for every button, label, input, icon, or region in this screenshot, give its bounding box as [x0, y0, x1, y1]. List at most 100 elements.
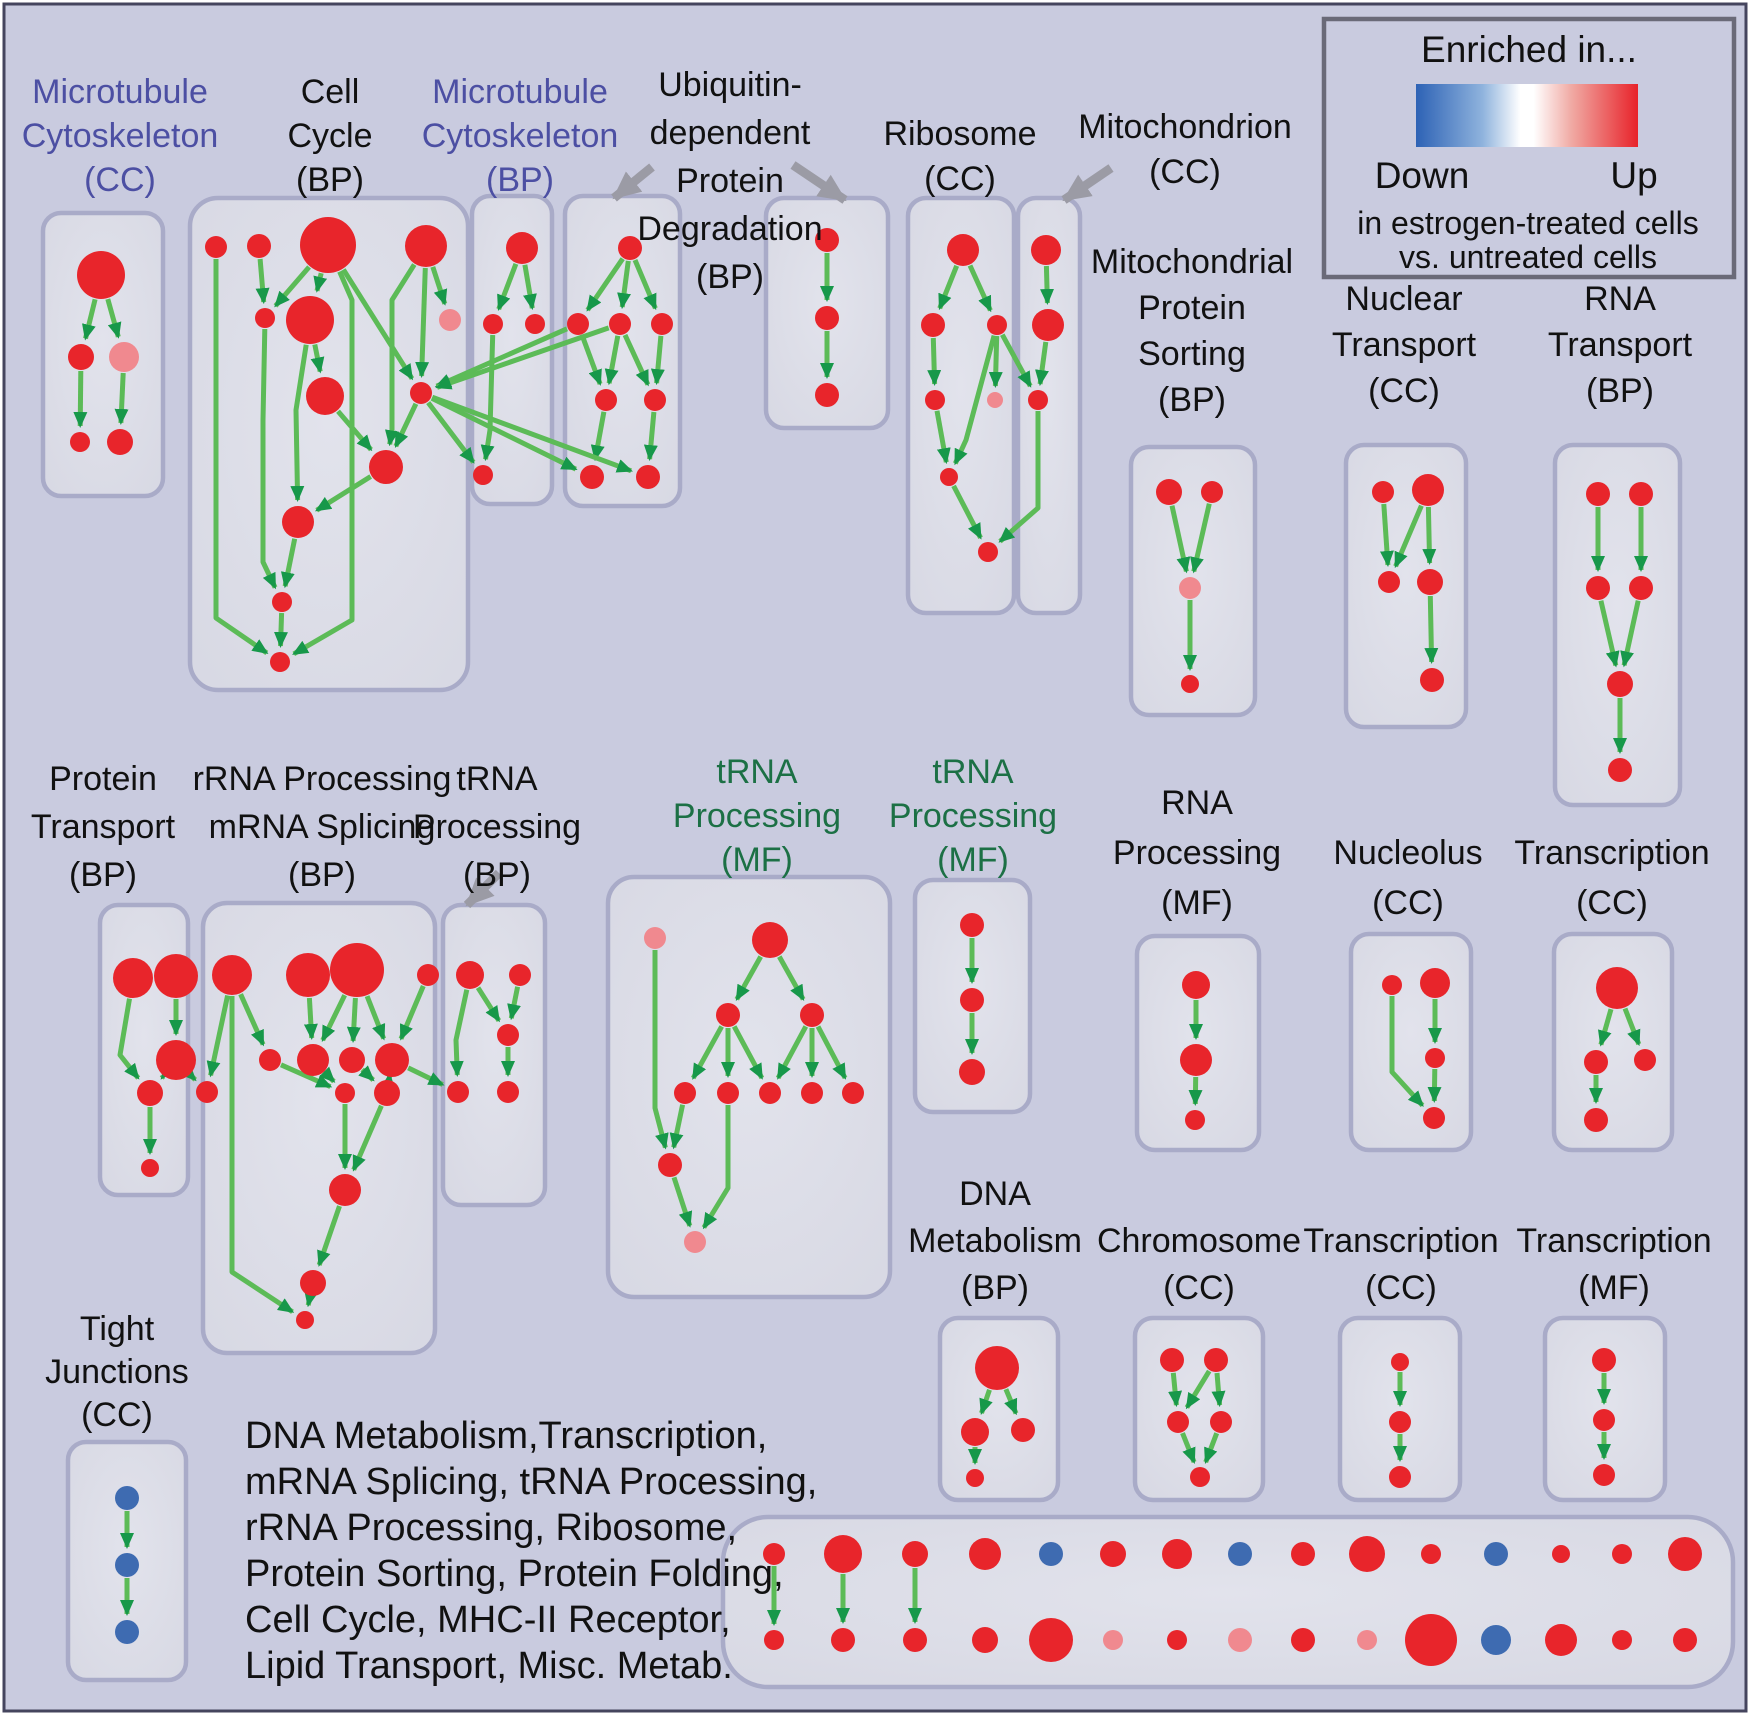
- trna-processing-bp-edge: [507, 986, 521, 1021]
- ubiquitin-degradation-bp-main-node-5: [644, 389, 666, 411]
- cell-cycle-bp-node-7: [410, 382, 432, 404]
- cell-cycle-bp-edge: [313, 272, 328, 293]
- rna-transport-bp-label: (BP): [1586, 372, 1654, 410]
- transcription-cc-upper-node-1: [1584, 1050, 1608, 1074]
- nuclear-transport-cc-edge: [1393, 504, 1424, 569]
- chromosome-cc-edge: [1203, 1432, 1220, 1464]
- nuclear-transport-cc-node-1: [1412, 474, 1444, 506]
- misc-categories-box-node-0: [763, 1543, 785, 1565]
- trna-processing-mf-large-node-6: [759, 1082, 781, 1104]
- cross-edge: [998, 411, 1041, 544]
- ribosome-cc-edge: [988, 335, 1003, 388]
- transcription-cc-upper-edge: [1622, 1007, 1642, 1047]
- ribosome-cc-edge: [934, 410, 951, 465]
- cell-cycle-bp-edge: [336, 409, 373, 452]
- cross-edge: [435, 325, 610, 390]
- trna-processing-mf-large-node-0: [644, 927, 666, 949]
- microtubule-cytoskeleton-bp-label: Cytoskeleton: [422, 117, 619, 155]
- legend-up-label: Up: [1610, 155, 1657, 196]
- misc-categories-box-node-15: [764, 1630, 784, 1650]
- chromosome-cc-edge: [1184, 1369, 1212, 1410]
- rrna-processing-mrna-splicing-bp-label: (BP): [288, 856, 356, 894]
- rrna-processing-mrna-splicing-bp-node-0: [212, 955, 252, 995]
- ubiquitin-degradation-bp-main-label: Protein: [676, 162, 784, 200]
- rrna-processing-mrna-splicing-bp-node-2: [330, 943, 384, 997]
- nucleolus-cc-node-2: [1425, 1048, 1445, 1068]
- microtubule-cytoskeleton-cc-node-4: [107, 429, 133, 455]
- trna-processing-bp-node-1: [509, 964, 531, 986]
- nuclear-transport-cc-node-2: [1378, 571, 1400, 593]
- cell-cycle-bp-edge: [341, 268, 415, 381]
- misc-categories-box-node-27: [1545, 1624, 1577, 1656]
- nuclear-transport-cc-node-3: [1417, 569, 1443, 595]
- misc-category-text-line: Protein Sorting, Protein Folding,: [245, 1553, 784, 1595]
- ribosome-cc-label: Ribosome: [883, 115, 1036, 153]
- cell-cycle-bp-node-12: [270, 652, 290, 672]
- ubiquitin-degradation-bp-main-node-7: [636, 465, 660, 489]
- transcription-cc-lower-node-2: [1389, 1466, 1411, 1488]
- misc-categories-box-node-26: [1481, 1625, 1511, 1655]
- transcription-cc-lower-label: Transcription: [1303, 1222, 1498, 1260]
- chromosome-cc-edge: [1168, 1372, 1183, 1408]
- ribosome-cc-node-1: [921, 313, 945, 337]
- ribosome-cc-node-0: [947, 234, 979, 266]
- rna-transport-bp-label: Transport: [1548, 326, 1693, 364]
- misc-categories-box-box: [720, 1514, 1736, 1690]
- rrna-processing-mrna-splicing-bp-edge: [320, 994, 347, 1042]
- transcription-mf-box: [1542, 1315, 1668, 1503]
- cell-cycle-bp-edge: [273, 265, 311, 308]
- ubiquitin-degradation-bp-chain-node-1: [815, 306, 839, 330]
- cross-edge: [426, 401, 476, 464]
- legend-down-label: Down: [1375, 155, 1470, 196]
- transcription-cc-upper-label: (CC): [1576, 884, 1648, 922]
- dna-metabolism-bp-node-2: [1011, 1418, 1035, 1442]
- rrna-processing-mrna-splicing-bp-edge: [364, 995, 387, 1041]
- trna-processing-mf-large-label: (MF): [721, 841, 793, 879]
- cell-cycle-bp-node-1: [247, 234, 271, 258]
- ribosome-cc-node-2: [987, 315, 1007, 335]
- microtubule-cytoskeleton-bp-label: Microtubule: [432, 73, 608, 111]
- misc-categories-box-node-8: [1291, 1542, 1315, 1566]
- chromosome-cc-node-4: [1190, 1467, 1210, 1487]
- ribosome-cc-node-4: [987, 392, 1003, 408]
- legend-title: Enriched in...: [1421, 29, 1637, 70]
- mitochondrion-cc-node-0: [1031, 235, 1061, 265]
- protein-transport-bp-node-1: [154, 954, 198, 998]
- misc-categories-box-node-25: [1405, 1614, 1457, 1666]
- trna-processing-mf-large-node-5: [717, 1082, 739, 1104]
- mito-protein-sorting-bp-edge: [1169, 505, 1191, 574]
- nuclear-transport-cc-label: (CC): [1368, 372, 1440, 410]
- cell-cycle-bp-edge: [315, 474, 373, 513]
- ubiquitin-right-arrow: [790, 161, 848, 204]
- ubiquitin-degradation-bp-main-node-1: [567, 313, 589, 335]
- rrna-processing-mrna-splicing-bp-node-10: [196, 1081, 218, 1103]
- ubiquitin-degradation-bp-main-edge: [632, 259, 658, 311]
- trna-processing-bp-node-3: [447, 1081, 469, 1103]
- ubiquitin-degradation-bp-main-label: Degradation: [637, 210, 822, 248]
- dna-metabolism-bp-node-3: [966, 1469, 984, 1487]
- chromosome-cc-edge: [1211, 1372, 1226, 1408]
- rna-transport-bp-edge: [1620, 600, 1641, 668]
- misc-categories-box-node-19: [1029, 1618, 1073, 1662]
- trna-processing-mf-large-edge: [691, 1025, 724, 1080]
- trna-processing-bp-label: tRNA: [456, 760, 538, 798]
- cell-cycle-bp-node-9: [369, 450, 403, 484]
- chromosome-cc-label: (CC): [1163, 1269, 1235, 1307]
- cell-cycle-bp-label: Cell: [301, 73, 360, 111]
- cell-cycle-bp-edge: [310, 344, 325, 374]
- cell-cycle-bp-node-8: [439, 309, 461, 331]
- chromosome-cc-node-1: [1204, 1348, 1228, 1372]
- cross-edge: [430, 396, 578, 472]
- misc-categories-box-node-21: [1167, 1630, 1187, 1650]
- mito-protein-sorting-bp-edge: [1190, 503, 1212, 574]
- misc-category-text-line: DNA Metabolism,Transcription,: [245, 1415, 767, 1457]
- tight-junctions-cc-label: Junctions: [45, 1353, 189, 1391]
- transcription-cc-lower-label: (CC): [1365, 1269, 1437, 1307]
- ubiquitin-degradation-bp-main-edge: [622, 333, 651, 387]
- nuclear-transport-cc-box: [1343, 442, 1469, 730]
- trna-bp-arrow: [463, 869, 503, 909]
- misc-categories-box-node-1: [824, 1535, 862, 1573]
- cell-cycle-bp-label: (BP): [296, 161, 364, 199]
- tight-junctions-cc-label: (CC): [81, 1396, 153, 1434]
